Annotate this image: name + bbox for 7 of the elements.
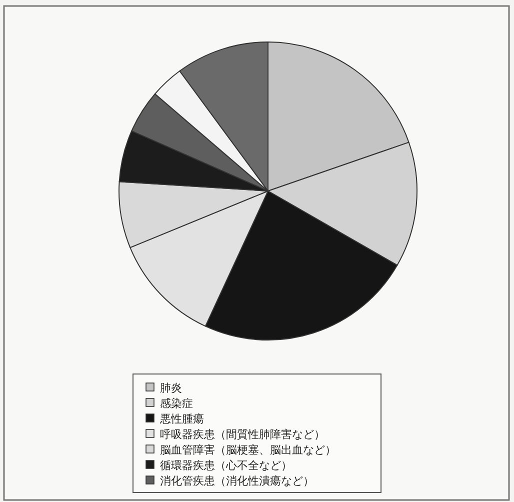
legend-label: 呼吸器疾患（間質性肺障害など） [160, 428, 325, 441]
legend-label: 肺炎 [160, 382, 182, 394]
legend-label: 悪性腫瘍 [159, 412, 204, 426]
legend-label: 消化管疾患（消化性潰瘍など） [160, 474, 314, 488]
legend-label: 感染症 [160, 397, 193, 410]
legend-label: 循環器疾患（心不全など） [160, 459, 292, 472]
legend-label: 脳血管障害（脳梗塞、脳出血など） [160, 444, 336, 456]
